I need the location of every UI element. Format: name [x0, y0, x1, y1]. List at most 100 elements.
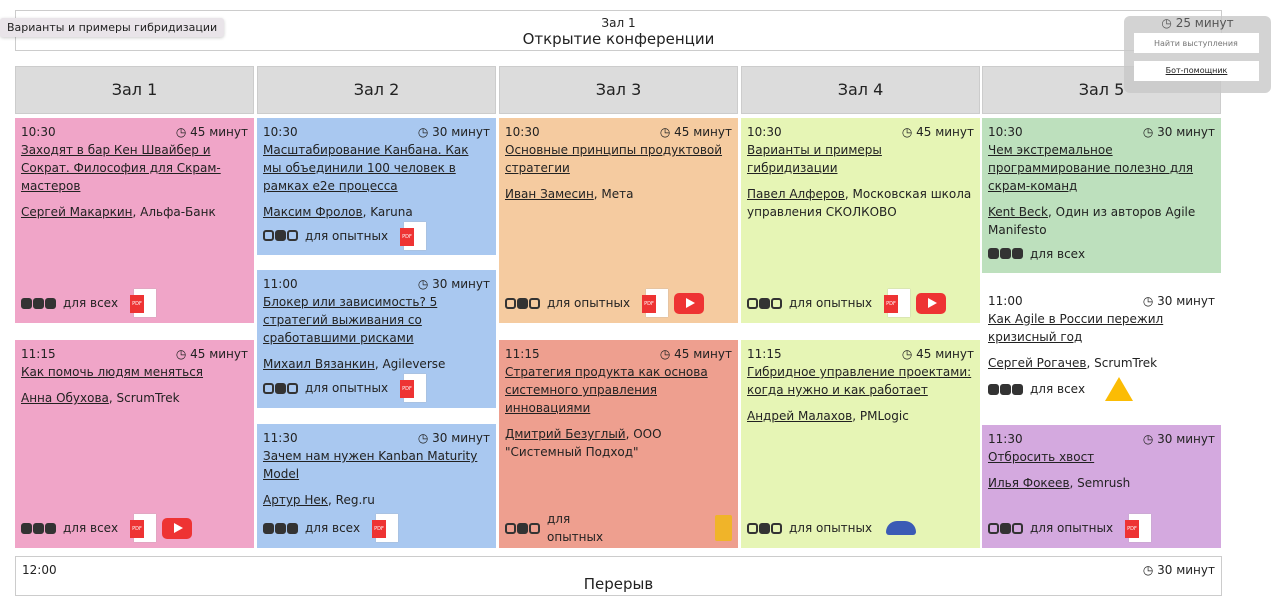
level-dot: [529, 522, 540, 534]
speaker-link[interactable]: Сергей Рогачев: [988, 356, 1087, 370]
search-input[interactable]: [1134, 33, 1259, 53]
speaker-link[interactable]: Артур Нек: [263, 493, 329, 507]
speaker-link[interactable]: Сергей Макаркин: [21, 205, 133, 219]
level-indicator: [263, 230, 299, 241]
speaker-link[interactable]: Дмитрий Безуглый: [505, 427, 626, 441]
pdf-icon[interactable]: PDF: [130, 289, 157, 317]
level-dot: [517, 297, 528, 309]
speaker: Павел Алферов, Московская школа управлен…: [747, 185, 974, 221]
talk-duration: ◷ 30 минут: [417, 277, 490, 291]
level-indicator: [988, 383, 1024, 395]
speaker-link[interactable]: Илья Фокеев: [988, 476, 1070, 490]
talk-duration: ◷ 30 минут: [417, 125, 490, 139]
talk-title-link[interactable]: Отбросить хвост: [988, 450, 1095, 464]
level-dot: [1000, 248, 1011, 259]
talk-duration-text: 45 минут: [916, 347, 974, 361]
talk-title-link[interactable]: Как помочь людям меняться: [21, 365, 204, 379]
level-dot: [275, 230, 286, 241]
talk-title-link[interactable]: Основные принципы продуктовой стратегии: [505, 143, 723, 175]
talk-duration: ◷ 45 минут: [659, 347, 732, 361]
floating-panel: ◷ 25 минут Бот-помощник: [1124, 16, 1271, 93]
talk-time: 10:30: [747, 125, 782, 139]
speaker: Артур Нек, Reg.ru: [263, 491, 490, 509]
pdf-icon[interactable]: PDF: [1125, 514, 1152, 542]
hall-header: Зал 4: [741, 66, 980, 114]
pdf-icon[interactable]: PDF: [372, 514, 399, 542]
speaker: Kent Beck, Один из авторов Agile Manifes…: [988, 203, 1215, 239]
talk-title-link[interactable]: Зачем нам нужен Kanban Maturity Model: [263, 449, 478, 481]
level-label: для опытных: [547, 296, 631, 310]
talk-title-link[interactable]: Масштабирование Канбана. Как мы объедини…: [263, 143, 469, 193]
speaker-link[interactable]: Иван Замесин: [505, 187, 594, 201]
speaker-link[interactable]: Михаил Вязанкин: [263, 357, 375, 371]
talk-title-link[interactable]: Как Agile в России пережил кризисный год: [988, 312, 1164, 344]
talk-footer: для всех: [988, 374, 1215, 404]
talk-title-link[interactable]: Варианты и примеры гибридизации: [747, 143, 882, 175]
level-dot: [988, 522, 999, 534]
talk-duration: ◷ 45 минут: [175, 125, 248, 139]
talk-title-link[interactable]: Чем экстремальное программирование полез…: [988, 143, 1194, 193]
level-dot: [529, 297, 540, 309]
talk-footer: для всех PDF: [21, 288, 248, 318]
pdf-icon[interactable]: PDF: [642, 289, 669, 317]
level-dot: [771, 297, 782, 309]
speaker-org: , Московская школа управления СКОЛКОВО: [747, 187, 972, 219]
level-label: для всех: [305, 521, 361, 535]
speaker-link[interactable]: Андрей Малахов: [747, 409, 853, 423]
talk-time: 11:30: [988, 432, 1023, 446]
speaker-org: , Agileverse: [374, 357, 446, 371]
speaker: Андрей Малахов, PMLogic: [747, 407, 974, 425]
speaker-org: , ScrumTrek: [1086, 356, 1158, 370]
talk-duration-text: 45 минут: [190, 125, 248, 139]
talk-duration-text: 45 минут: [190, 347, 248, 361]
speaker-org: , Reg.ru: [328, 493, 375, 507]
speaker-link[interactable]: Kent Beck: [988, 205, 1048, 219]
youtube-icon[interactable]: [916, 292, 947, 314]
talk-title-link[interactable]: Гибридное управление проектами: когда ну…: [747, 365, 972, 397]
speaker: Максим Фролов, Karuna: [263, 203, 490, 221]
hat-icon[interactable]: [886, 521, 917, 535]
talk-time: 10:30: [505, 125, 540, 139]
level-dot: [33, 297, 44, 309]
speaker-link[interactable]: Анна Обухова: [21, 391, 109, 405]
talk-time: 11:00: [263, 277, 298, 291]
talk-footer: для опытных PDF: [263, 373, 490, 403]
talk-card: 11:15 ◷ 45 минут Гибридное управление про…: [741, 340, 980, 548]
bot-helper-button[interactable]: Бот-помощник: [1134, 61, 1259, 81]
talk-title-link[interactable]: Стратегия продукта как основа системного…: [505, 365, 708, 415]
level-label: для опытных: [547, 512, 604, 544]
hall-header: Зал 1: [15, 66, 254, 114]
level-dot: [287, 382, 298, 394]
speaker: Дмитрий Безуглый, ООО "Системный Подход": [505, 425, 732, 461]
level-dot: [759, 297, 770, 309]
pdf-icon[interactable]: PDF: [400, 374, 427, 402]
level-dot: [1012, 248, 1023, 259]
speaker-link[interactable]: Павел Алферов: [747, 187, 845, 201]
talk-footer: для всех PDF: [21, 513, 248, 543]
pdf-icon[interactable]: PDF: [400, 221, 427, 250]
hall-column: Зал 4 10:30 ◷ 45 минут Варианты и примеры …: [741, 66, 980, 548]
opening-title: Открытие конференции: [522, 30, 715, 48]
talk-title-link[interactable]: Блокер или зависимость? 5 стратегий выжи…: [263, 295, 438, 345]
talk-footer: для всех PDF: [263, 513, 490, 543]
talk-title-link[interactable]: Заходят в бар Кен Швайбер и Сократ. Фило…: [21, 143, 221, 193]
slides-icon[interactable]: [714, 515, 732, 541]
talk-card: 10:30 ◷ 45 минут Заходят в бар Кен Швайбе…: [15, 118, 254, 323]
pdf-icon[interactable]: PDF: [130, 514, 157, 542]
level-dot: [33, 522, 44, 534]
speaker-org: , Semrush: [1069, 476, 1131, 490]
talk-time: 11:15: [747, 347, 782, 361]
speaker-link[interactable]: Максим Фролов: [263, 205, 363, 219]
talk-duration: ◷ 30 минут: [417, 431, 490, 445]
talk-card: 11:30 ◷ 30 минут Отбросить хвост Илья Фок…: [982, 425, 1221, 548]
youtube-icon[interactable]: [674, 292, 705, 314]
google-drive-icon[interactable]: [1105, 377, 1134, 401]
talk-duration-text: 30 минут: [1157, 294, 1215, 308]
talk-card: 11:00 ◷ 30 минут Блокер или зависимость? …: [257, 270, 496, 408]
break-time: 12:00: [22, 563, 57, 577]
hall-column: Зал 3 10:30 ◷ 45 минут Основные принципы п…: [499, 66, 738, 548]
level-label: для всех: [63, 296, 119, 310]
pdf-icon[interactable]: PDF: [884, 289, 911, 317]
level-dot: [747, 297, 758, 309]
youtube-icon[interactable]: [162, 517, 193, 539]
